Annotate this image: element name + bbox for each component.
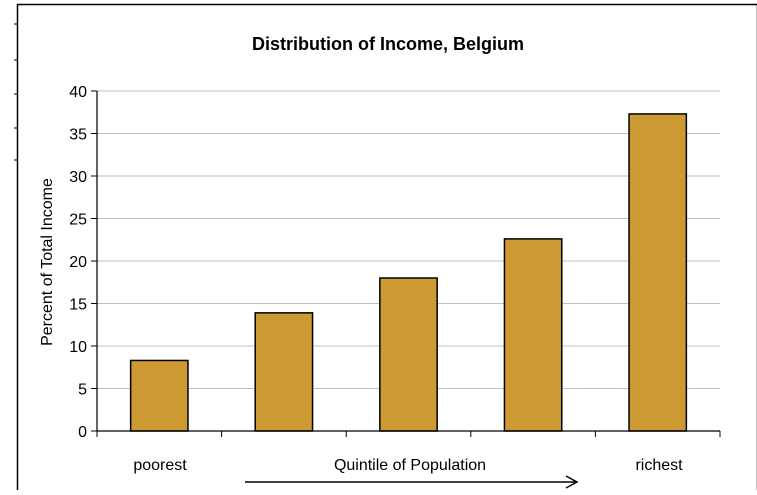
edge-dashes (14, 24, 17, 160)
y-tick-label: 35 (69, 127, 87, 144)
x-axis-label: Quintile of Population (334, 457, 486, 474)
bar (255, 313, 312, 431)
y-tick-label: 20 (69, 254, 87, 271)
bar (504, 239, 561, 431)
y-axis-label: Percent of Total Income (39, 178, 56, 346)
y-tick-label: 0 (78, 424, 87, 441)
bar (131, 360, 188, 431)
bar (629, 114, 686, 431)
y-tick-label: 30 (69, 169, 87, 186)
y-tick-label: 40 (69, 84, 87, 101)
x-tick-label-richest: richest (635, 457, 683, 474)
x-tick-label-poorest: poorest (133, 457, 187, 474)
y-tick-label: 10 (69, 339, 87, 356)
y-tick-label: 15 (69, 297, 87, 314)
y-tick-label: 25 (69, 212, 87, 229)
y-tick-label: 5 (78, 382, 87, 399)
chart-title: Distribution of Income, Belgium (252, 34, 524, 54)
bar (380, 278, 437, 431)
